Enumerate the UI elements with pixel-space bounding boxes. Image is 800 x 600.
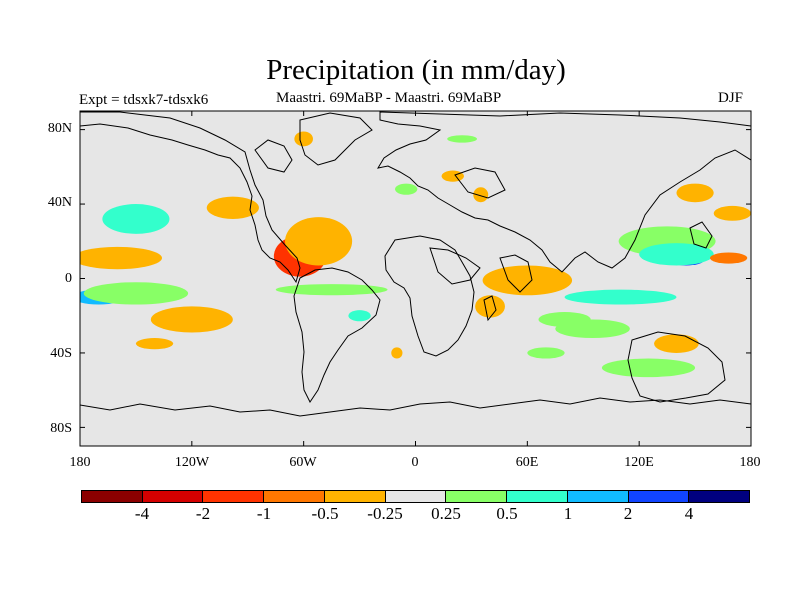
experiment-label: Expt = tdsxk7-tdsxk6	[79, 92, 209, 108]
coastline-australia	[627, 331, 726, 403]
anomaly-patch	[102, 204, 170, 234]
colorbar-label: 2	[623, 504, 633, 523]
x-tick-180e: 180	[739, 455, 761, 470]
anomaly-patch	[391, 347, 403, 359]
anomaly-patch	[80, 246, 162, 270]
anomaly-patch	[275, 284, 388, 296]
y-tick-40s: 40S	[50, 346, 72, 361]
anomaly-patch	[348, 310, 371, 322]
anomaly-patch	[206, 196, 259, 219]
colorbar-swatch	[567, 491, 629, 502]
colorbar-swatch	[385, 491, 447, 502]
anomaly-patch	[447, 135, 478, 143]
coastline-greenland	[299, 112, 373, 166]
colorbar-label: 0.5	[496, 504, 518, 523]
coastline-arctic-islands	[254, 139, 293, 173]
colorbar	[81, 490, 750, 503]
colorbar-label: 4	[684, 504, 694, 523]
coastline-india	[499, 254, 533, 293]
colorbar-swatch	[264, 491, 325, 502]
tick-marks	[79, 111, 752, 446]
colorbar-label: -4	[134, 504, 150, 523]
coastline-madagascar	[483, 295, 497, 322]
colorbar-label: -0.25	[367, 504, 403, 523]
season-label: DJF	[718, 90, 744, 106]
colorbar-label: 0.25	[431, 504, 461, 523]
anomaly-layer	[80, 131, 751, 378]
colorbar-swatch	[82, 491, 143, 502]
coastline-antarctica	[80, 397, 751, 417]
coastline-east-asia-islands	[689, 221, 713, 249]
anomaly-patch	[394, 183, 418, 195]
x-tick-180w: 180	[69, 455, 91, 470]
colorbar-swatch	[689, 491, 750, 502]
anomaly-patch	[654, 334, 699, 353]
anomaly-patch	[527, 347, 565, 359]
coastline-arabia	[429, 247, 481, 285]
coastline-north-america	[80, 111, 301, 284]
colorbar-label: -1	[256, 504, 272, 523]
colorbar-swatch	[446, 491, 508, 502]
colorbar-swatch	[142, 491, 204, 502]
y-tick-0: 0	[65, 271, 72, 286]
anomaly-patch	[676, 183, 714, 203]
colorbar-label: 1	[563, 504, 573, 523]
x-tick-120e: 120E	[624, 455, 654, 470]
anomaly-patch	[294, 131, 313, 147]
anomaly-patch	[639, 243, 714, 266]
coastlines	[80, 111, 751, 417]
anomaly-patch	[135, 338, 174, 350]
x-tick-120w: 120W	[174, 455, 210, 470]
coastline-eurasia	[376, 111, 751, 273]
anomaly-patch	[83, 282, 189, 305]
anomaly-patch	[538, 312, 591, 327]
coastline-interior-sea	[454, 167, 506, 199]
colorbar-swatch	[628, 491, 690, 502]
period-label: Maastri. 69MaBP - Maastri. 69MaBP	[276, 90, 502, 106]
colorbar-swatch	[507, 491, 568, 502]
x-tick-0: 0	[411, 455, 419, 470]
colorbar-swatch	[324, 491, 386, 502]
anomaly-patch	[473, 187, 489, 203]
anomaly-patch	[150, 306, 233, 333]
anomaly-patch	[482, 265, 573, 296]
colorbar-swatch	[203, 491, 265, 502]
x-tick-60w: 60W	[289, 455, 317, 470]
chart-title: Precipitation (in mm/day)	[266, 54, 566, 86]
colorbar-label: -2	[195, 504, 211, 523]
colorbar-label: -0.5	[311, 504, 339, 523]
anomaly-patch	[441, 170, 464, 182]
anomaly-patch	[709, 252, 748, 264]
anomaly-patch	[713, 205, 751, 221]
coastline-south-america	[293, 267, 381, 403]
y-tick-80n: 80N	[47, 121, 72, 136]
anomaly-patch	[475, 295, 505, 318]
coastline-africa	[384, 235, 475, 357]
x-tick-60e: 60E	[515, 455, 539, 470]
y-tick-40n: 40N	[47, 195, 72, 210]
map-background	[80, 111, 751, 446]
y-tick-80s: 80S	[50, 421, 72, 436]
anomaly-patch	[601, 358, 696, 378]
anomaly-patch	[285, 217, 353, 266]
anomaly-patch	[564, 289, 677, 305]
